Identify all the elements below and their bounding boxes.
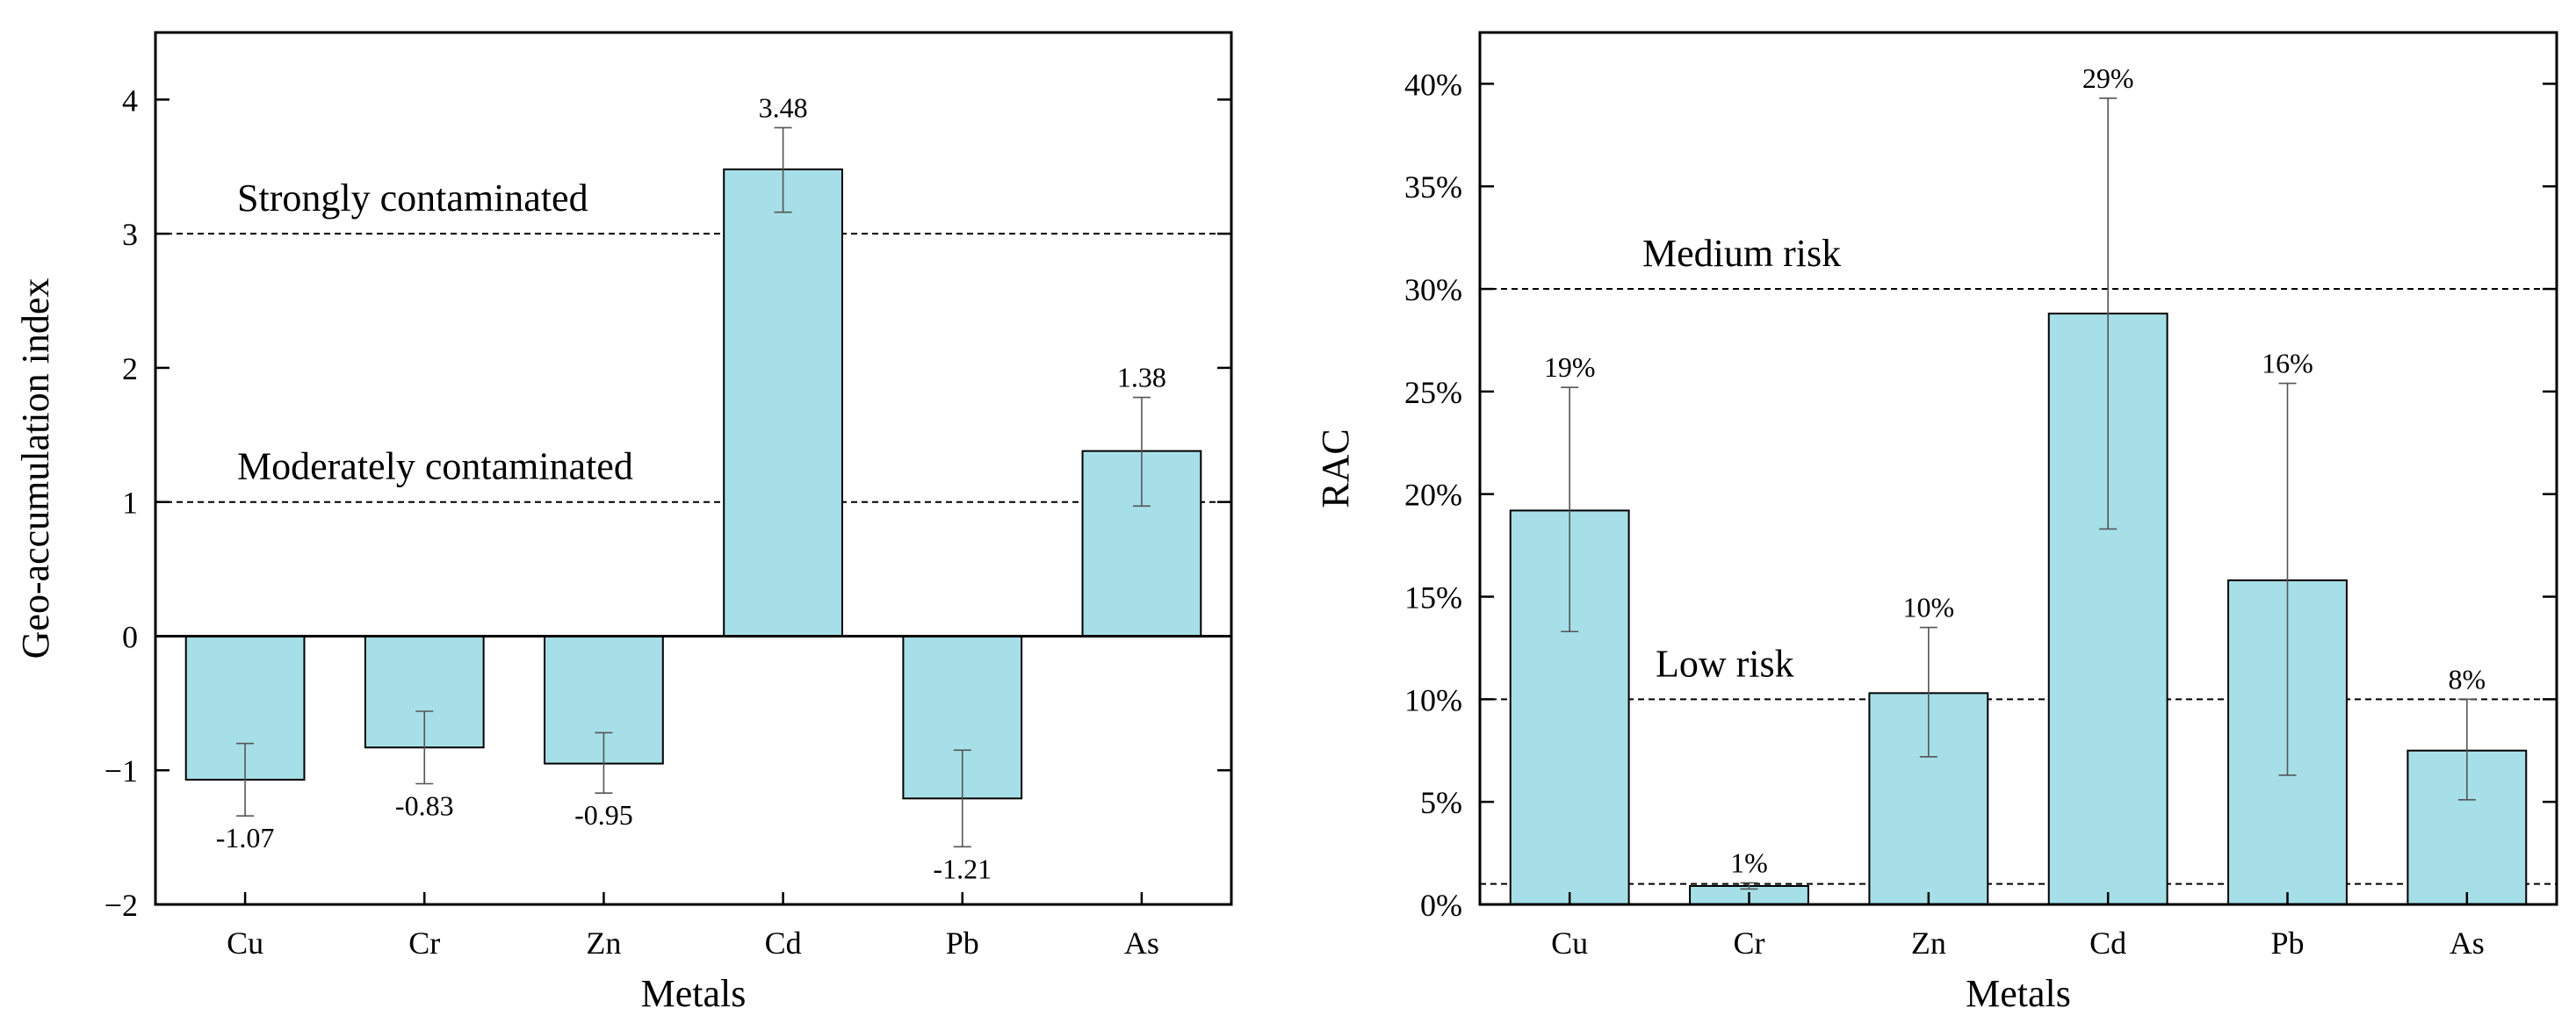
y-tick-label: −1 [105,753,138,789]
data-label: 3.48 [759,91,808,123]
x-tick-label: Cu [1551,926,1588,961]
x-tick-label: Pb [946,926,979,961]
data-label: 19% [1544,351,1596,383]
data-label: 1% [1730,846,1768,878]
rac-chart: Medium risk Low risk 19% 1% 10% 29% 16% 8% 0% 5% 1… [1314,31,2558,1015]
y-tick-label: 10% [1404,682,1462,717]
y-tick-label: 3 [122,217,138,252]
y-tick-label: 0% [1420,888,1462,923]
y-tick-label: 35% [1404,169,1462,205]
data-label: 8% [2449,663,2486,695]
data-label: 10% [1903,592,1955,623]
y-tick-label: 40% [1404,67,1462,102]
x-tick-label: Cr [408,926,440,961]
y-tick-label: 5% [1420,785,1462,820]
x-tick-label: Zn [586,926,621,961]
y-tick-label: 2 [122,351,138,386]
x-tick-label: Zn [1911,926,1946,961]
data-label: 1.38 [1117,362,1166,393]
bar-cd [723,168,843,637]
data-label: 16% [2262,348,2313,379]
x-tick-label: Cd [765,926,802,961]
y-tick-label: 30% [1404,272,1462,307]
reference-label: Medium risk [1642,232,1841,275]
x-tick-label: As [1124,926,1159,961]
x-tick-label: Cr [1734,926,1765,961]
data-label: -0.95 [574,799,633,831]
y-tick-label: 1 [122,486,138,521]
x-tick-label: Pb [2270,926,2304,961]
y-tick-label: 4 [122,83,138,118]
y-axis-label: RAC [1314,429,1357,508]
x-axis-label: Metals [641,972,747,1015]
x-tick-label: Cu [227,926,263,961]
x-axis-label: Metals [1966,972,2071,1015]
x-tick-label: Cd [2089,926,2126,961]
plot-frame [154,31,1233,906]
plot-frame [1478,31,2558,906]
reference-label: Low risk [1656,642,1794,685]
y-tick-label: 15% [1404,580,1462,616]
y-tick-label: 20% [1404,478,1462,513]
x-tick-label: As [2450,926,2485,961]
y-tick-label: −2 [105,888,138,923]
y-tick-label: 25% [1404,375,1462,410]
reference-label: Strongly contaminated [237,176,588,220]
data-label: -1.21 [933,853,992,884]
data-label: -1.07 [216,822,275,854]
data-label: -0.83 [395,790,454,822]
data-label: 29% [2082,62,2134,94]
geo-accumulation-chart: Strongly contaminated Moderately contamin… [14,31,1233,1015]
reference-label: Moderately contaminated [237,445,633,488]
y-tick-label: 0 [122,619,138,654]
y-axis-label: Geo-accumulation index [14,278,57,659]
